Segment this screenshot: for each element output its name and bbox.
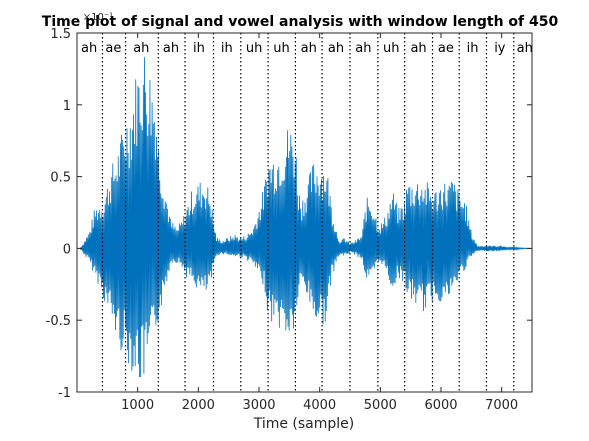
x-tick-label: 7000 [485,398,518,413]
vowel-label: ah [133,41,149,56]
vowel-label: ah [301,41,317,56]
x-tick-label: 3000 [242,398,275,413]
x-tick-label: 1000 [121,398,154,413]
vowel-label: uh [273,41,289,56]
vowel-label: uh [383,41,399,56]
vowel-label: ih [467,41,479,56]
x-axis-label: Time (sample) [253,416,355,432]
y-tick-label: 0.5 [50,171,71,186]
vowel-label: uh [246,41,262,56]
y-tick-label: -0.5 [46,314,71,329]
vowel-label: iy [494,41,506,56]
vowel-label: ae [438,41,454,56]
vowel-label: ah [355,41,371,56]
vowel-labels: ah ae ah ah ih ih uh uh ah ah ah uh ah ae ih iy ah [81,41,533,56]
x-tick-label: 5000 [364,398,397,413]
vowel-label: ae [105,41,121,56]
x-tick-label: 4000 [303,398,336,413]
y-tick-label: -1 [58,386,71,401]
vowel-label: ah [517,41,533,56]
y-tick-label: 1.5 [50,27,71,42]
x-tick-label: 2000 [182,398,215,413]
y-tick-label: 0 [63,242,71,257]
vowel-label: ih [221,41,233,56]
y-tick-label: 1 [63,99,71,114]
plot-content [79,57,532,377]
vowel-label: ah [81,41,97,56]
x-tick-label: 6000 [424,398,457,413]
vowel-label: ah [328,41,344,56]
signal-series [79,57,532,377]
vowel-label: ah [410,41,426,56]
axes-box [76,32,533,393]
vowel-label: ah [163,41,179,56]
y-exponent-label: ×10⁻¹ [83,12,113,23]
axes: 1000 2000 3000 4000 5000 6000 7000 -1 -0.5 0 0.5 1 1… [46,27,533,413]
plot-title: Time plot of signal and vowel analysis w… [42,14,559,30]
vowel-label: ih [193,41,205,56]
